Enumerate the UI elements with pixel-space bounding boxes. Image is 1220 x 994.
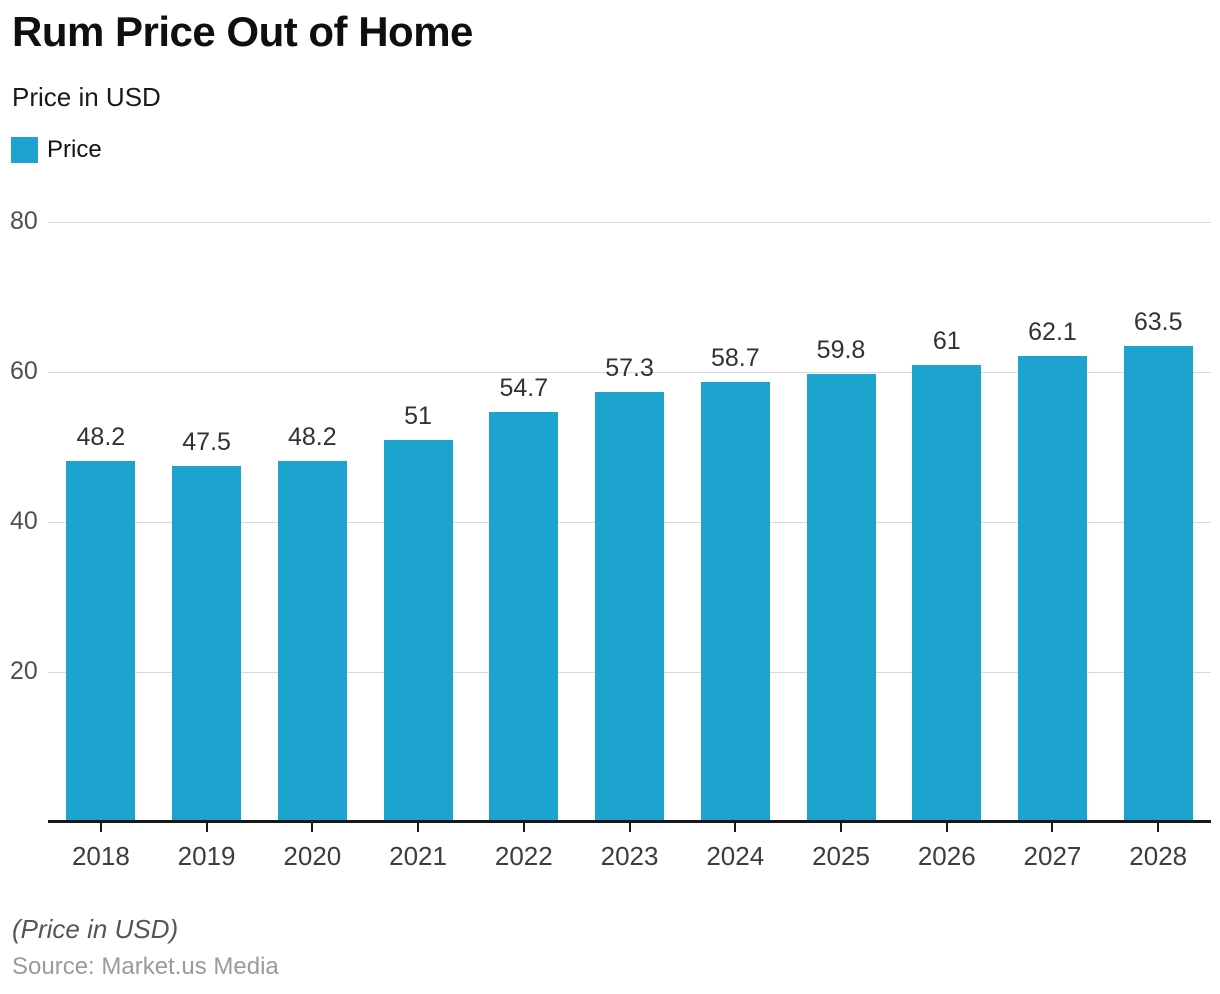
x-axis-cell: 2024: [682, 823, 788, 872]
x-axis-cell: 2028: [1105, 823, 1211, 872]
x-axis-cell: 2022: [471, 823, 577, 872]
legend-item-price[interactable]: Price: [11, 136, 102, 164]
bar[interactable]: [1017, 356, 1087, 822]
bar[interactable]: [1123, 345, 1193, 822]
x-tick-mark: [628, 823, 631, 832]
bar-value-label: 61: [932, 326, 961, 355]
y-tick-label: 40: [10, 507, 38, 535]
x-axis-cell: 2019: [154, 823, 260, 872]
bar-group: 57.3: [577, 222, 683, 822]
x-tick-mark: [734, 823, 737, 832]
bar-value-label: 63.5: [1133, 307, 1183, 336]
bar-value-label: 48.2: [288, 422, 337, 451]
bar-group: 63.5: [1105, 222, 1211, 822]
bar-group: 58.7: [682, 222, 788, 822]
bar-group: 62.1: [1000, 222, 1106, 822]
bar[interactable]: [172, 465, 242, 822]
bar-series: 48.2 47.5 48.2 51 54.7 57.3 58.7 59.8 61 62.1 63.5: [48, 222, 1211, 822]
x-axis-cell: 2025: [788, 823, 894, 872]
bar[interactable]: [383, 439, 453, 822]
bar-group: 61: [894, 222, 1000, 822]
x-tick-mark: [417, 823, 420, 832]
x-tick-label: 2020: [283, 841, 342, 871]
x-axis-cell: 2018: [48, 823, 154, 872]
bar-group: 48.2: [259, 222, 365, 822]
chart-title: Rum Price Out of Home: [12, 8, 473, 55]
plot-area: 48.2 47.5 48.2 51 54.7 57.3 58.7 59.8 61 62.1 63.5: [48, 222, 1211, 822]
x-tick-mark: [1051, 823, 1054, 832]
x-tick-mark: [522, 823, 525, 832]
bar-value-label: 47.5: [182, 427, 231, 456]
gridline: [48, 372, 1211, 373]
x-axis-line: [48, 820, 1211, 823]
x-tick-label: 2019: [177, 841, 236, 871]
x-tick-label: 2023: [600, 841, 659, 871]
bar[interactable]: [66, 460, 136, 822]
x-tick-label: 2027: [1023, 841, 1082, 871]
y-tick-label: 60: [10, 357, 38, 385]
footnote: (Price in USD): [12, 914, 179, 944]
bar-value-label: 58.7: [710, 343, 760, 372]
legend: Price: [11, 136, 102, 164]
x-axis-cell: 2021: [365, 823, 471, 872]
x-axis-cell: 2020: [259, 823, 365, 872]
x-tick-mark: [945, 823, 948, 832]
bar-group: 51: [365, 222, 471, 822]
x-tick-label: 2022: [494, 841, 553, 871]
bar-group: 47.5: [154, 222, 260, 822]
x-tick-mark: [840, 823, 842, 832]
x-tick-label: 2021: [389, 841, 447, 871]
bar-group: 48.2: [48, 222, 154, 822]
chart-subtitle: Price in USD: [12, 82, 161, 112]
y-tick-label: 80: [10, 207, 38, 235]
x-tick-mark: [311, 823, 314, 832]
x-axis-cell: 2023: [577, 823, 683, 872]
legend-swatch-icon: [11, 137, 38, 163]
bar[interactable]: [912, 364, 982, 822]
x-tick-label: 2018: [71, 841, 130, 871]
bar-value-label: 48.2: [76, 422, 126, 451]
bar-value-label: 54.7: [499, 373, 549, 402]
bar-value-label: 51: [404, 401, 432, 430]
bar-group: 54.7: [471, 222, 577, 822]
x-tick-label: 2025: [812, 841, 870, 871]
bar-value-label: 59.8: [816, 335, 866, 364]
bar-value-label: 62.1: [1028, 318, 1077, 347]
x-axis-cell: 2026: [894, 823, 1000, 872]
x-tick-mark: [99, 823, 102, 832]
bar[interactable]: [806, 373, 876, 822]
x-tick-mark: [1157, 823, 1160, 832]
x-tick-label: 2028: [1129, 841, 1188, 871]
bar[interactable]: [700, 381, 770, 822]
x-axis: 2018 2019 2020 2021 2022 2023 2024 2025 2026 2027…: [48, 823, 1211, 872]
bar[interactable]: [277, 460, 347, 822]
bar[interactable]: [489, 411, 559, 822]
bar-group: 59.8: [788, 222, 894, 822]
x-tick-mark: [205, 823, 208, 832]
gridline: [48, 222, 1211, 223]
source-text: Source: Market.us Media: [12, 953, 279, 980]
x-tick-label: 2026: [917, 841, 976, 871]
bar-value-label: 57.3: [605, 354, 654, 383]
y-tick-label: 20: [10, 657, 38, 685]
x-axis-cell: 2027: [1000, 823, 1106, 872]
x-tick-label: 2024: [706, 841, 765, 871]
bar[interactable]: [595, 392, 665, 822]
legend-label: Price: [47, 136, 102, 163]
